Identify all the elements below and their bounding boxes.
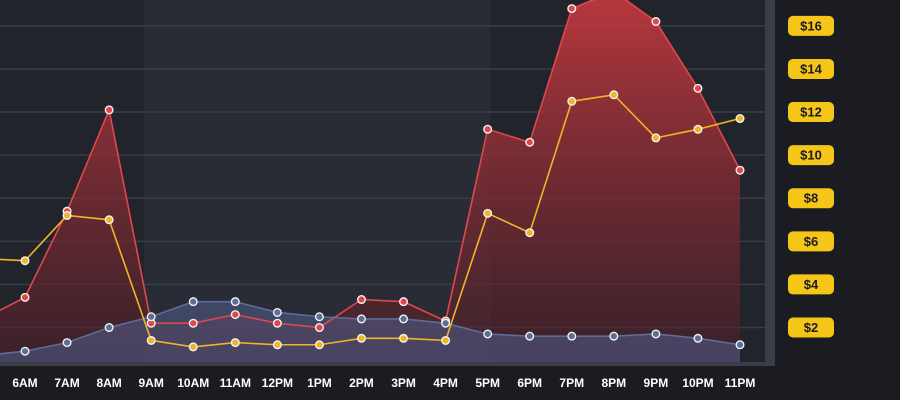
data-point [525, 331, 535, 341]
y-tick-label: $6 [804, 234, 818, 249]
data-point [693, 333, 703, 343]
data-point [104, 215, 114, 225]
y-tick-label: $4 [804, 277, 819, 292]
y-tick-pill [788, 145, 834, 166]
y-tick-label: $10 [800, 148, 822, 163]
x-tick-label: 10AM [177, 376, 209, 390]
plot-border [765, 0, 775, 366]
x-tick-label: 7PM [559, 376, 584, 390]
x-tick-label: 12PM [262, 376, 293, 390]
data-point [272, 318, 282, 328]
data-point [399, 297, 409, 307]
data-point [609, 331, 619, 341]
data-point [567, 331, 577, 341]
data-point [146, 335, 156, 345]
data-point [230, 338, 240, 348]
x-tick-label: 1PM [307, 376, 332, 390]
data-point [567, 96, 577, 106]
y-tick-pill [788, 231, 834, 252]
data-point [567, 4, 577, 14]
x-tick-label: 8PM [601, 376, 626, 390]
x-tick-label: 5PM [475, 376, 500, 390]
data-point [693, 124, 703, 134]
data-point [441, 318, 451, 328]
data-point [735, 165, 745, 175]
data-point [272, 307, 282, 317]
data-point [693, 83, 703, 93]
x-tick-label: 10PM [682, 376, 713, 390]
data-point [441, 335, 451, 345]
x-tick-label: 3PM [391, 376, 416, 390]
data-point [62, 210, 72, 220]
data-point [20, 292, 30, 302]
data-point [314, 312, 324, 322]
x-tick-label: 2PM [349, 376, 374, 390]
y-tick-pill [788, 317, 834, 338]
y-tick-label: $8 [804, 191, 818, 206]
x-tick-label: 6AM [12, 376, 37, 390]
data-point [188, 318, 198, 328]
data-point [104, 323, 114, 333]
y-tick-pill [788, 58, 834, 79]
data-point [735, 114, 745, 124]
data-point [525, 137, 535, 147]
data-point [651, 133, 661, 143]
data-point [104, 105, 114, 115]
data-point [230, 297, 240, 307]
data-point [399, 314, 409, 324]
x-tick-label: 8AM [96, 376, 121, 390]
data-point [20, 346, 30, 356]
y-tick-label: $16 [800, 18, 822, 33]
data-point [525, 228, 535, 238]
data-point [188, 342, 198, 352]
y-tick-pill [788, 188, 834, 209]
data-point [188, 297, 198, 307]
data-point [272, 340, 282, 350]
x-tick-label: 11PM [725, 376, 756, 390]
data-point [651, 17, 661, 27]
data-point [356, 295, 366, 305]
data-point [399, 333, 409, 343]
data-point [230, 310, 240, 320]
y-tick-pill [788, 274, 834, 295]
series-area [0, 0, 741, 362]
data-point [314, 323, 324, 333]
x-tick-label: 11AM [220, 376, 251, 390]
data-point [651, 329, 661, 339]
x-tick-label: 9AM [139, 376, 164, 390]
data-point [314, 340, 324, 350]
x-tick-label: 6PM [517, 376, 542, 390]
x-tick-label: 9PM [644, 376, 669, 390]
data-point [356, 314, 366, 324]
data-point [735, 340, 745, 350]
y-tick-label: $12 [800, 104, 822, 119]
data-point [146, 312, 156, 322]
data-point [483, 124, 493, 134]
x-tick-label: 4PM [433, 376, 458, 390]
data-point [356, 333, 366, 343]
y-tick-label: $2 [804, 320, 818, 335]
y-tick-pill [788, 15, 834, 36]
data-point [20, 256, 30, 266]
plot-border [0, 362, 775, 366]
data-point [483, 329, 493, 339]
series-area [0, 301, 741, 362]
y-tick-pill [788, 102, 834, 123]
data-point [609, 90, 619, 100]
y-tick-label: $14 [800, 61, 822, 76]
data-point [62, 338, 72, 348]
x-tick-label: 7AM [54, 376, 79, 390]
data-point [483, 208, 493, 218]
plot [0, 0, 765, 362]
